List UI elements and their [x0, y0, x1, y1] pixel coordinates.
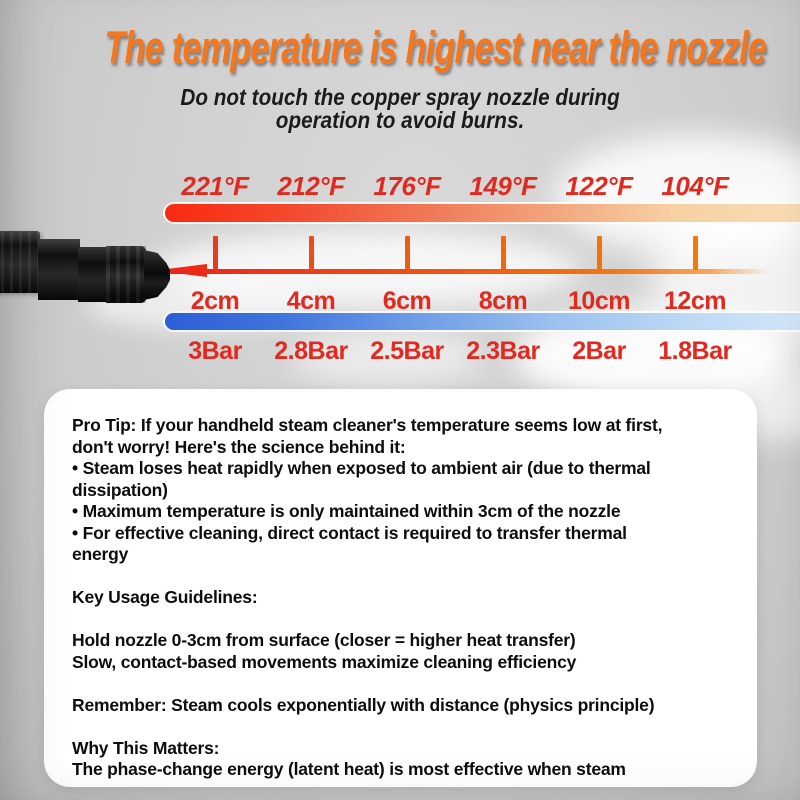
temperature-label: 104°F [661, 171, 729, 201]
ruler-tick-cell [359, 236, 455, 270]
pressure-label: 2.8Bar [274, 337, 348, 365]
info-line: Why This Matters: [72, 737, 220, 758]
pressure-label: 2.5Bar [370, 337, 444, 365]
temperature-label: 212°F [277, 171, 345, 201]
distance-label: 10cm [568, 287, 630, 315]
ruler-tick [596, 236, 602, 270]
info-line: • Maximum temperature is only maintained… [72, 501, 621, 521]
info-line: • For effective cleaning, direct contact… [72, 522, 627, 543]
distance-label: 12cm [664, 287, 726, 315]
info-line: don't worry! Here's the science behind i… [72, 436, 406, 457]
info-line: energy [72, 544, 129, 564]
info-blank-line [72, 673, 735, 695]
pressure-label: 1.8Bar [658, 337, 732, 365]
ruler-tick-row [167, 236, 743, 270]
ruler-tick [692, 236, 698, 270]
temperature-label-row: 221°F 212°F 176°F 149°F 122°F 104°F [167, 171, 743, 202]
ruler-tick [308, 236, 314, 270]
nozzle-barrel [78, 247, 108, 302]
info-line: • Steam loses heat rapidly when exposed … [72, 458, 651, 478]
distance-label: 2cm [190, 287, 240, 315]
ruler-tick-cell [551, 236, 647, 270]
nozzle-body-step [38, 239, 80, 300]
ruler-tick [404, 236, 410, 270]
info-line: Slow, contact-based movements maximize c… [72, 651, 577, 672]
ruler-tick-cell [167, 236, 263, 270]
temperature-label: 176°F [373, 171, 441, 201]
distance-label-row: 2cm 4cm 6cm 8cm 10cm 12cm [167, 287, 743, 316]
heat-gradient-bar [163, 202, 800, 224]
temperature-label: 122°F [565, 171, 633, 201]
distance-label: 4cm [286, 287, 336, 315]
pressure-label-row: 3Bar 2.8Bar 2.5Bar 2.3Bar 2Bar 1.8Bar [167, 337, 743, 366]
warning-subtitle: Do not touch the copper spray nozzle dur… [0, 86, 800, 132]
info-blank-line [72, 609, 735, 631]
info-line: Hold nozzle 0-3cm from surface (closer =… [72, 630, 576, 650]
temperature-label: 149°F [469, 171, 537, 201]
pressure-label: 2Bar [572, 337, 626, 365]
page-title: The temperature is highest near the nozz… [0, 20, 800, 76]
info-blank-line [72, 566, 735, 588]
info-line: The phase-change energy (latent heat) is… [72, 759, 626, 779]
distance-label: 8cm [478, 287, 528, 315]
info-line: Key Usage Guidelines: [72, 587, 258, 607]
warning-subtitle-line: operation to avoid burns. [0, 109, 800, 132]
info-line: Pro Tip: If your handheld steam cleaner'… [72, 415, 663, 435]
pressure-label: 3Bar [188, 337, 242, 365]
page-title-text: The temperature is highest near the nozz… [104, 22, 767, 73]
nozzle-front-grip [106, 246, 146, 303]
info-blank-line [72, 716, 735, 738]
temperature-label: 221°F [181, 171, 249, 201]
warning-subtitle-text: operation to avoid burns. [275, 107, 525, 133]
warning-subtitle-line: Do not touch the copper spray nozzle dur… [0, 86, 800, 109]
distance-label: 6cm [382, 287, 432, 315]
ruler-tick [212, 236, 218, 270]
ruler-tick-cell [263, 236, 359, 270]
info-line: Remember: Steam cools exponentially with… [72, 694, 655, 715]
nozzle-body-ring [0, 231, 40, 293]
ruler-tick-cell [647, 236, 743, 270]
info-line: dissipation) [72, 479, 168, 500]
pressure-label: 2.3Bar [466, 337, 540, 365]
ruler-tick [500, 236, 506, 270]
ruler-tick-cell [455, 236, 551, 270]
warning-subtitle-text: Do not touch the copper spray nozzle dur… [180, 84, 620, 110]
info-box: Pro Tip: If your handheld steam cleaner'… [44, 389, 757, 787]
